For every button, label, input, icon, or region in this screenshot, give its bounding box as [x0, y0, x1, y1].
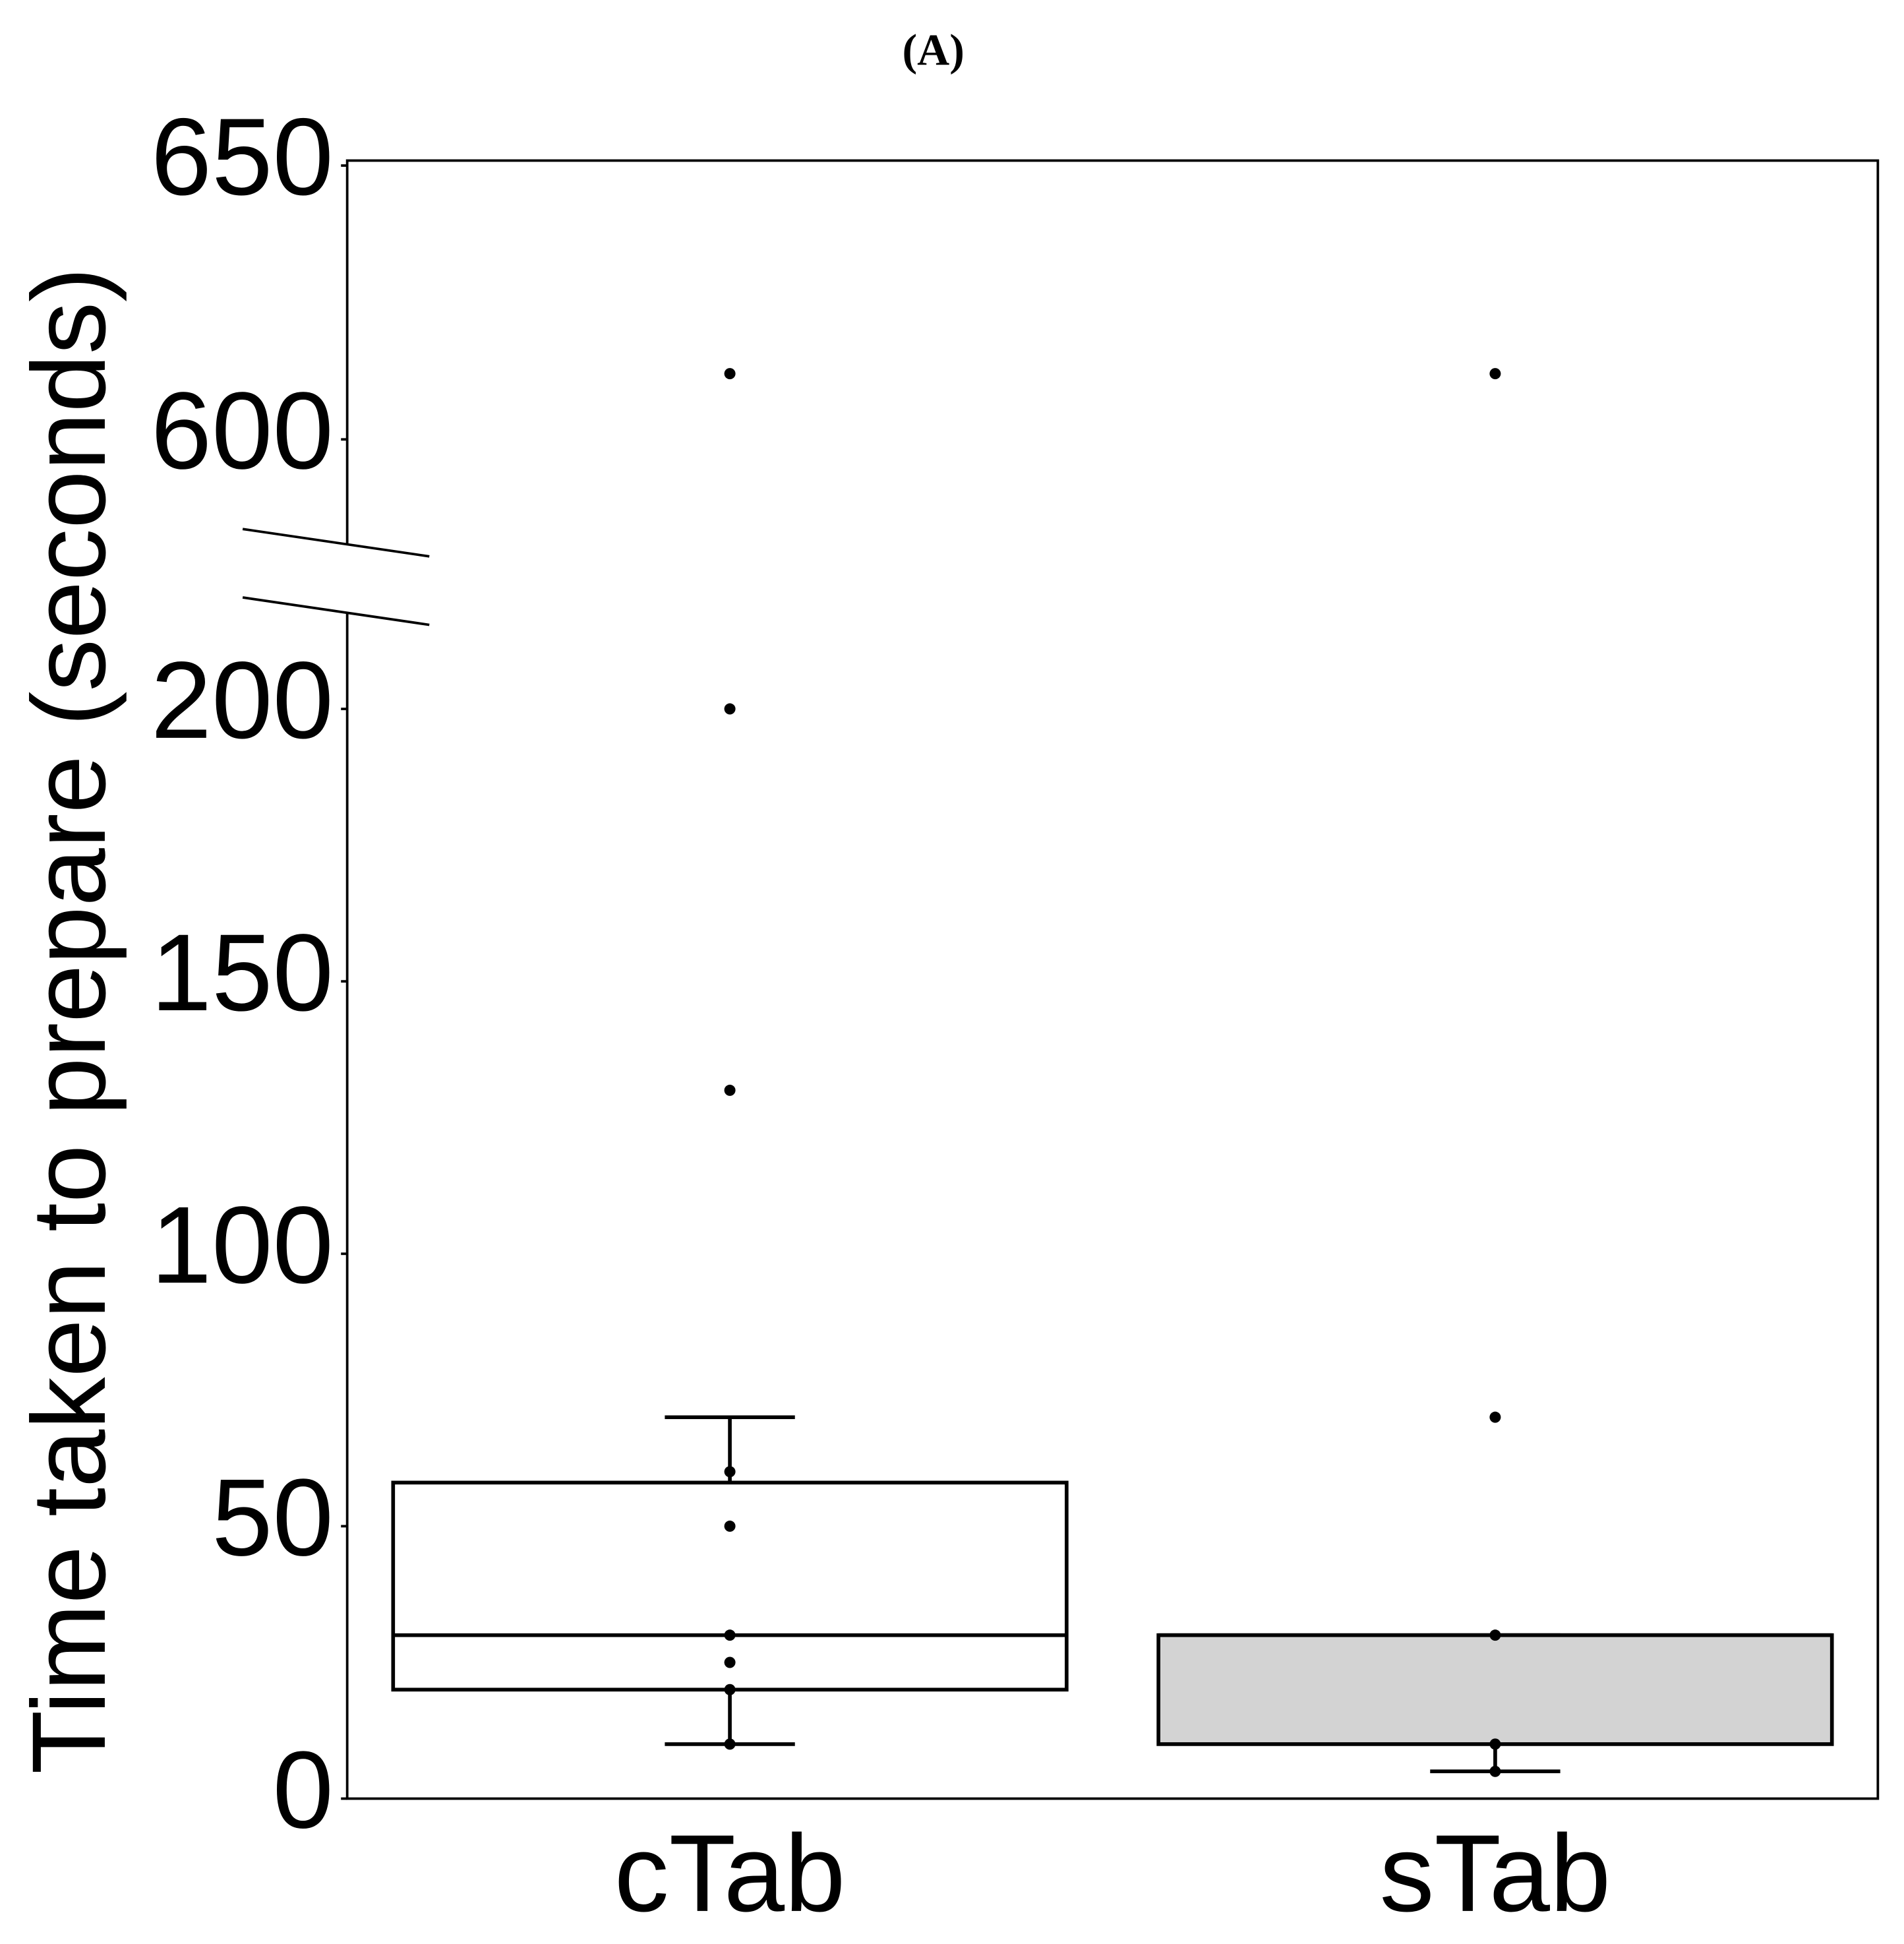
data-point — [1489, 368, 1501, 380]
y-tick-label: 150 — [151, 912, 334, 1034]
y-axis-label: Time taken to prepare (seconds) — [10, 267, 127, 1774]
x-tick-label: cTab — [614, 1813, 846, 1935]
data-point — [724, 1084, 736, 1096]
data-point — [724, 1684, 736, 1695]
box — [1156, 1633, 1834, 1746]
axis-break-line — [242, 528, 430, 558]
y-tick-label: 0 — [273, 1729, 334, 1851]
data-point — [1489, 1738, 1501, 1750]
y-tick-label: 600 — [151, 370, 334, 492]
y-tick-label: 200 — [151, 640, 334, 762]
y-tick-label: 650 — [151, 96, 334, 218]
chart-title: (A) — [903, 25, 965, 75]
data-point — [724, 1656, 736, 1668]
data-point — [724, 1738, 736, 1750]
data-point — [724, 1520, 736, 1532]
axis-break-band — [243, 529, 430, 625]
axis-break-line — [242, 596, 430, 626]
x-tick-label: sTab — [1380, 1813, 1611, 1935]
plot-frame — [345, 159, 1880, 1800]
data-point — [724, 1629, 736, 1641]
data-point — [1489, 1411, 1501, 1423]
plot-area — [391, 368, 1834, 1777]
data-point — [724, 368, 736, 380]
data-point — [1489, 1765, 1501, 1777]
box — [391, 1480, 1069, 1692]
y-tick-label: 50 — [212, 1457, 334, 1579]
data-point — [724, 703, 736, 715]
data-point — [1489, 1629, 1501, 1641]
data-point — [724, 1466, 736, 1478]
axis-break — [242, 528, 430, 626]
y-tick-label: 100 — [151, 1184, 334, 1306]
